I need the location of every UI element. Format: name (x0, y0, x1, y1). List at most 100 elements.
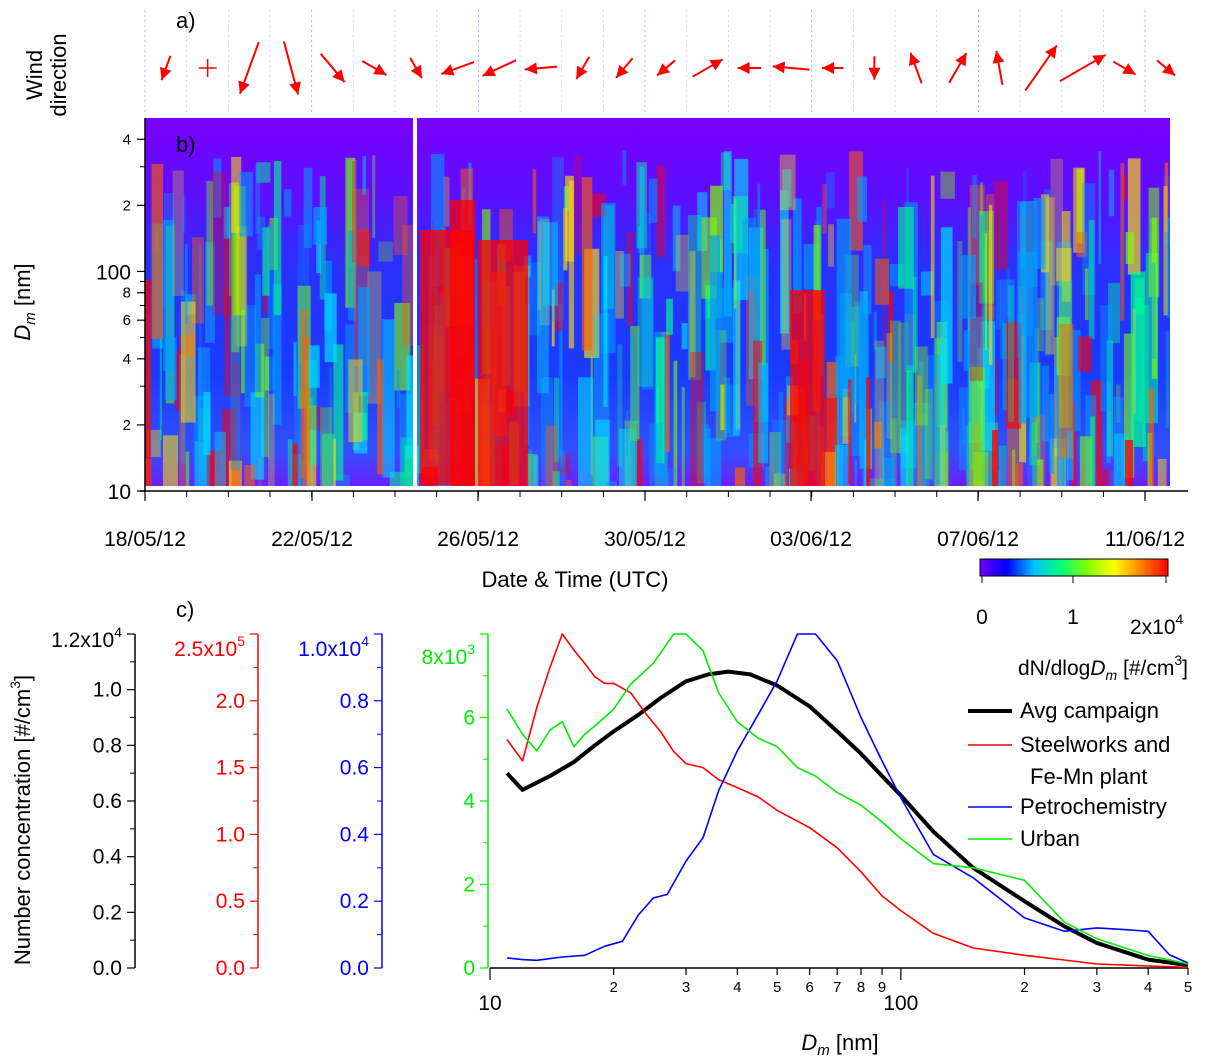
heatmap-cell (568, 180, 575, 349)
heatmap-cell (1073, 167, 1085, 253)
heatmap-cell (890, 418, 897, 486)
heatmap-cell (854, 301, 870, 404)
heatmap-cell (265, 356, 270, 391)
heatmap-cell (968, 309, 972, 423)
y-tick-label: 0.0 (340, 957, 369, 980)
x-tick-label: 2 (610, 979, 618, 996)
heatmap-cell (357, 229, 371, 267)
heatmap-cell (1091, 380, 1103, 486)
heatmap-cell (957, 241, 963, 362)
heatmap-cell (994, 181, 1008, 270)
heatmap-cell (617, 344, 623, 467)
heatmap-cell (1113, 396, 1124, 486)
heatmap-cell (192, 237, 204, 324)
y-tick-label: 1.0 (216, 823, 245, 846)
heatmap-cell (211, 171, 227, 315)
y-tick-label: 0.6 (340, 757, 369, 780)
heatmap-cell (1033, 197, 1046, 270)
heatmap-cell (734, 158, 749, 301)
colorbar-tick-1: 1 (1067, 606, 1079, 629)
y-tick-label: 100 (96, 261, 131, 284)
heatmap-cell (184, 244, 188, 325)
x-tick-label: 18/05/12 (104, 528, 186, 551)
heatmap-cell (715, 330, 727, 441)
heatmap-cell (648, 178, 658, 224)
heatmap-cell (362, 156, 366, 195)
heatmap-cell (1036, 459, 1044, 486)
heatmap-cell (163, 219, 175, 371)
series-petrochemistry (506, 633, 1189, 964)
x-tick-label: 3 (682, 979, 690, 996)
heatmap-cell (545, 425, 558, 486)
chart-legend: Avg campaign Steelworks and Fe-Mn plant Pet… (968, 698, 1170, 851)
wind-arrow (772, 61, 810, 74)
x-tick-label: 10 (478, 992, 501, 1015)
heatmap-cell (966, 424, 970, 486)
wind-arrow (320, 53, 346, 83)
heatmap-cell (394, 302, 411, 391)
y-tick-label: 0.8 (340, 690, 369, 713)
wind-arrow (1024, 44, 1058, 92)
heatmap-cell (778, 391, 784, 486)
heatmap-cell (239, 172, 253, 237)
heatmap-cell (874, 341, 885, 486)
colorbar-tick-2: 2x104 (1130, 611, 1184, 639)
heatmap-cell (1040, 240, 1053, 331)
heatmap-cell (849, 151, 863, 251)
heatmap-cell (924, 389, 933, 480)
heatmap-cell (333, 344, 344, 481)
wind-arrows (160, 41, 1176, 95)
y-tick-label: 6 (123, 312, 131, 329)
heatmap-cell (182, 195, 187, 233)
heatmap-cell (836, 218, 852, 398)
heatmap-cell (930, 175, 935, 339)
heatmap-cell (230, 314, 241, 471)
heatmap-cell (854, 459, 857, 486)
heatmap-cell (994, 359, 999, 415)
wind-arrow (1156, 59, 1176, 77)
heatmap-cell (1148, 187, 1160, 298)
heatmap-cell (969, 366, 985, 486)
heatmap-cell (213, 158, 222, 218)
heatmap-blobs (145, 150, 1170, 486)
heatmap-cell (551, 289, 555, 347)
heatmap-cell (939, 343, 946, 486)
heatmap-cell (1059, 323, 1074, 459)
panel-a-label: a) (176, 8, 196, 33)
heatmap-cell (960, 254, 977, 319)
heatmap-cell (720, 384, 725, 431)
heatmap-cell (672, 205, 681, 271)
wind-arrow (868, 56, 881, 80)
heatmap-cell (1006, 268, 1011, 316)
heatmap-cell (790, 290, 825, 486)
heatmap-cell (1068, 329, 1081, 432)
heatmap-cell (779, 190, 789, 334)
heatmap-cell (630, 335, 637, 486)
heatmap-cell (690, 352, 704, 486)
series-avg-campaign (505, 669, 1189, 968)
heatmap-cell (272, 284, 282, 425)
heatmap-cell (224, 286, 229, 319)
heatmap-cell (972, 175, 978, 239)
heatmap-cell (1125, 232, 1134, 264)
y-axis-black: 0.0 0.2 0.4 0.6 0.8 1.0 1.2x104 (51, 624, 136, 980)
heatmap-xlabel: Date & Time (UTC) (481, 567, 668, 592)
y-tick-label: 8 (123, 285, 131, 302)
chart-y-axes: 0.0 0.2 0.4 0.6 0.8 1.0 1.2x104 0.0 0.5 1.0 1.5 2.0… (51, 624, 489, 980)
heatmap-cell (1019, 201, 1026, 270)
wind-gridlines (144, 10, 1146, 112)
y-tick-label: 0.5 (216, 890, 245, 913)
heatmap-cell (854, 354, 857, 423)
heatmap-cell (1007, 285, 1015, 422)
heatmap-cell (558, 303, 563, 458)
y-tick-label: 0.2 (93, 901, 122, 924)
heatmap-cell (526, 262, 541, 336)
heatmap-cell (926, 355, 941, 485)
heatmap-cell (912, 276, 917, 374)
heatmap-cell (321, 433, 334, 486)
heatmap-cell (901, 435, 909, 486)
heatmap-cell (194, 441, 207, 486)
heatmap-cell (1072, 402, 1077, 486)
heatmap-cell (753, 209, 765, 298)
